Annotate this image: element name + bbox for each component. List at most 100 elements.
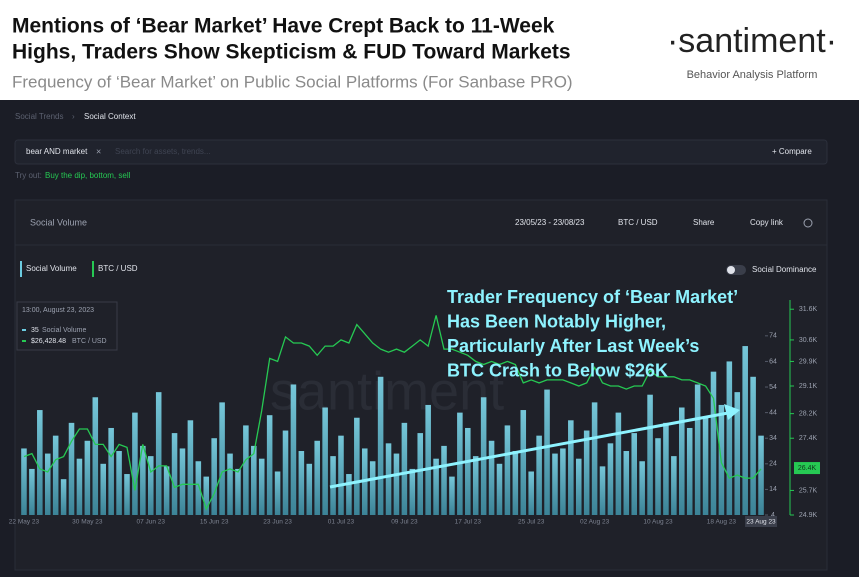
bar (147, 456, 154, 515)
legend-swatch (20, 261, 22, 277)
bar (686, 427, 693, 515)
overlay: 26.4K Social Volume BTC / USD 13:00, August… (16, 261, 820, 475)
bar (369, 461, 376, 515)
bar (235, 468, 241, 515)
bar (702, 417, 709, 515)
watermark: santiment (270, 361, 504, 421)
bar (124, 474, 130, 515)
bar (338, 435, 344, 515)
bar (385, 443, 392, 515)
bar (322, 407, 328, 515)
bar (298, 451, 305, 515)
bar (488, 440, 495, 515)
bar (465, 427, 471, 515)
bar (583, 430, 590, 515)
bar (179, 448, 186, 515)
breadcrumb[interactable]: Social Context (84, 112, 136, 121)
breadcrumb[interactable]: Social Trends (15, 112, 63, 121)
bar (575, 458, 582, 515)
bar (694, 384, 701, 515)
bar (21, 448, 27, 515)
bar (203, 476, 210, 515)
remove-icon[interactable]: × (96, 146, 101, 156)
bar (750, 376, 756, 515)
bar (155, 392, 162, 515)
settings-icon[interactable] (803, 218, 813, 228)
bar (219, 402, 225, 515)
bar (266, 415, 273, 515)
compare-button[interactable]: + Compare (772, 147, 812, 156)
y2-tick-label: 27.4K (799, 435, 818, 442)
y-tick-label: 14 (769, 486, 777, 493)
search-placeholder: Search for assets, trends... (115, 147, 211, 156)
bar (536, 435, 542, 515)
share-button[interactable]: Share (693, 218, 715, 227)
bar (140, 445, 146, 515)
bar (568, 420, 574, 515)
bar (425, 404, 431, 515)
y2-tick-label: 28.2K (799, 410, 818, 417)
y2-tick-label: 30.6K (799, 337, 818, 344)
header-bg (0, 0, 859, 100)
x-tick-label: 23 Jun 23 (263, 519, 292, 526)
bar (171, 433, 178, 515)
bar (409, 468, 416, 515)
try-out[interactable]: Buy the dip, bottom, sell (45, 171, 131, 180)
bar (377, 376, 384, 515)
tooltip-name: Social Volume (42, 327, 86, 334)
pair-selector[interactable]: BTC / USD (618, 218, 658, 227)
bar (591, 402, 598, 515)
bar (251, 445, 257, 515)
y-tick-label: 34 (769, 435, 777, 442)
legend-label[interactable]: Social Volume (26, 264, 77, 273)
bar (472, 456, 479, 515)
bar (195, 461, 202, 515)
tooltip-swatch (22, 329, 26, 331)
bar (441, 445, 447, 515)
bar (671, 456, 677, 515)
bar (647, 394, 653, 515)
bar (132, 412, 138, 515)
x-tick-label: 15 Jun 23 (200, 519, 229, 526)
y-tick-label: 4 (771, 512, 775, 519)
y2-tick-label: 29.9K (799, 358, 818, 365)
date-range[interactable]: 23/05/23 - 23/08/23 (515, 218, 585, 227)
x-tick-label: 17 Jul 23 (455, 519, 482, 526)
search-query: bear AND market (26, 147, 88, 156)
bar (76, 458, 83, 515)
bar (623, 451, 630, 515)
bar (211, 438, 217, 515)
legend-label[interactable]: BTC / USD (98, 264, 138, 273)
breadcrumb-sep: › (72, 112, 75, 121)
bar (734, 392, 741, 515)
x-tick-label: 30 May 23 (72, 519, 103, 526)
copy-link-button[interactable]: Copy link (750, 218, 784, 227)
bar (663, 422, 669, 515)
bar (607, 443, 614, 515)
search-box[interactable] (14, 139, 828, 165)
subtitle: Frequency of ‘Bear Market’ on Public Soc… (12, 72, 573, 91)
tooltip-value: 35 (31, 327, 39, 334)
x-tick-label: 25 Jul 23 (518, 519, 545, 526)
social-dominance: Social Dominance (752, 265, 817, 274)
toggle-knob (727, 266, 735, 274)
bar (163, 466, 170, 515)
bar (354, 417, 360, 515)
bar (84, 440, 91, 515)
bar (496, 463, 503, 515)
bar (504, 425, 511, 515)
bar (528, 471, 534, 515)
y-tick-label: 74 (769, 333, 777, 340)
bar (560, 448, 566, 515)
title-line: Highs, Traders Show Skepticism & FUD Tow… (12, 41, 571, 64)
try-out-label: Try out: (15, 171, 42, 180)
bar (29, 468, 35, 515)
bar (758, 435, 764, 515)
y2-tick-label: 29.1K (799, 383, 818, 390)
bar (449, 476, 455, 515)
bar (599, 466, 606, 515)
bar (346, 474, 352, 515)
annotation-line: Particularly After Last Week’s (447, 336, 699, 356)
bar (306, 463, 313, 515)
